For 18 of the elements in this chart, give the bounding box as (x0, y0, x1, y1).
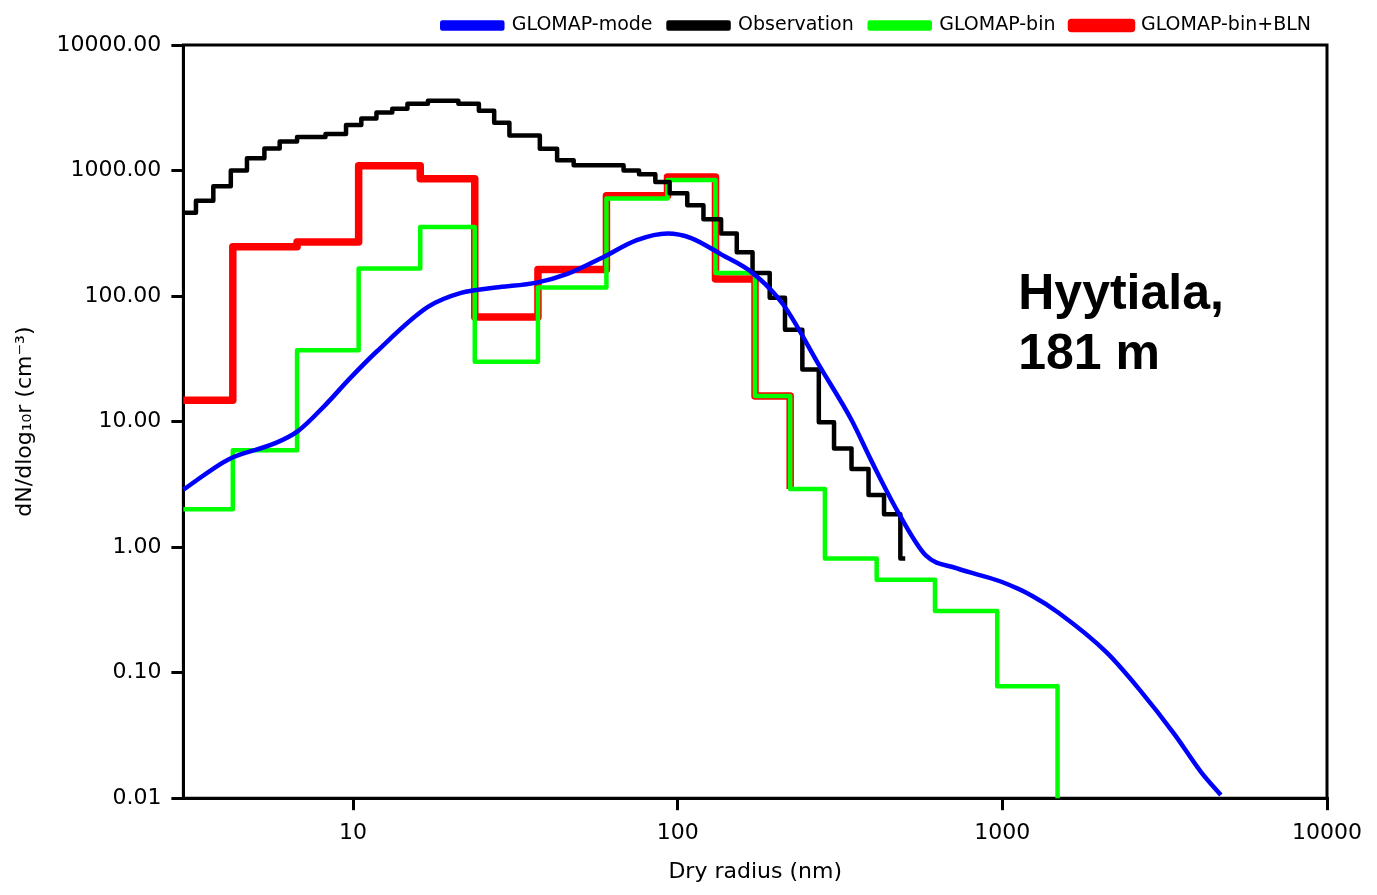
y-tick-label: 1000.00 (70, 156, 162, 182)
x-tick-label: 1000 (974, 819, 1031, 845)
legend-label: GLOMAP-mode (511, 12, 653, 35)
y-tick-label: 100.00 (84, 281, 162, 307)
x-tick-label: 10000 (1292, 819, 1362, 845)
legend-label: Observation (738, 12, 854, 35)
legend-label: GLOMAP-bin (939, 12, 1056, 35)
y-tick-label: 0.01 (112, 783, 162, 809)
y-tick-label: 10.00 (98, 407, 162, 433)
y-tick-label: 0.10 (112, 658, 162, 684)
x-tick-label: 10 (339, 819, 368, 845)
y-axis-title: dN/dlog₁₀r (cm⁻³) (10, 326, 36, 517)
y-tick-label: 10000.00 (56, 30, 162, 56)
y-tick-label: 1.00 (112, 532, 162, 558)
x-axis-title: Dry radius (nm) (668, 857, 842, 883)
legend-label: GLOMAP-bin+BLN (1140, 12, 1312, 35)
annotation: Hyytiala, 181 m (1018, 263, 1224, 380)
x-tick-label: 100 (656, 819, 699, 845)
